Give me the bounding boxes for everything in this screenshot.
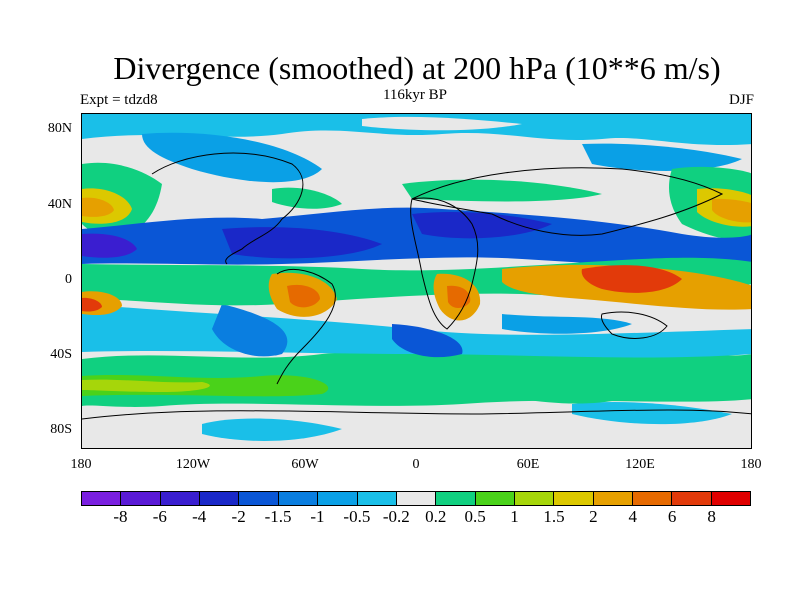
lon-tick-120e: 120E — [625, 457, 655, 472]
antarctic-green — [522, 387, 622, 404]
lat-tick-0: 0 — [65, 272, 72, 287]
colorbar-label: -8 — [113, 507, 128, 526]
colorbar-swatch — [633, 492, 673, 505]
west-pacific-orange — [712, 198, 751, 223]
map-canvas — [82, 114, 751, 448]
north-pacific-orange — [82, 197, 114, 217]
colorbar-swatch — [121, 492, 161, 505]
season-label: DJF — [728, 92, 754, 108]
east-pacific-red — [82, 297, 102, 312]
canada-blue — [142, 132, 322, 183]
lon-tick-0: 0 — [412, 457, 420, 472]
east-pacific-purple — [82, 233, 137, 258]
tropical-atlantic-purple — [222, 227, 382, 259]
colorbar-label: -0.5 — [343, 507, 371, 526]
lat-tick-40n: 40N — [47, 197, 72, 212]
colorbar-label: 6 — [667, 507, 677, 526]
divergence-map — [81, 113, 752, 449]
experiment-label: Expt = tdzd8 — [80, 92, 158, 108]
colorbar-swatch — [357, 492, 397, 505]
colorbar-label: -2 — [231, 507, 246, 526]
indian-ocean-dark — [412, 212, 552, 239]
colorbar-swatch — [239, 492, 279, 505]
plot-title: Divergence (smoothed) at 200 hPa (10**6 … — [113, 50, 721, 86]
south-indian-blue — [502, 314, 632, 334]
period-label: 116kyr BP — [382, 87, 448, 103]
colorbar-swatch — [436, 492, 476, 505]
colorbar-label: -1 — [310, 507, 325, 526]
colorbar-swatch — [200, 492, 240, 505]
colorbar-label: 8 — [707, 507, 716, 526]
south-pacific-blue — [212, 304, 288, 357]
lon-tick-60w: 60W — [291, 457, 319, 472]
colorbar-swatch — [475, 492, 515, 505]
siberia-blue — [582, 143, 742, 171]
colorbar-swatch — [711, 492, 751, 505]
colorbar-swatch — [514, 492, 555, 505]
colorbar-label: 0.5 — [464, 507, 486, 526]
south-atlantic-blue — [392, 324, 463, 358]
lon-tick-60e: 60E — [516, 457, 540, 472]
colorbar-swatch — [318, 492, 358, 505]
atlantic-green — [272, 187, 342, 209]
southern-yellow-patch — [82, 379, 210, 392]
colorbar-swatch — [396, 492, 437, 505]
colorbar-label: 0.2 — [425, 507, 447, 526]
colorbar-label: 1.5 — [543, 507, 565, 526]
colorbar-swatch — [554, 492, 594, 505]
colorbar-label: -0.2 — [382, 507, 410, 526]
antarctic-blue-2 — [572, 402, 732, 425]
colorbar-label: -6 — [152, 507, 167, 526]
maritime-continent-red — [581, 265, 682, 293]
colorbar-label: 1 — [510, 507, 519, 526]
lon-tick-180w: 180 — [70, 457, 92, 472]
lat-tick-80n: 80N — [47, 121, 72, 136]
coastlines — [82, 152, 751, 420]
colorbar-label: 2 — [589, 507, 598, 526]
colorbar-label: -4 — [192, 507, 207, 526]
lat-tick-80s: 80S — [50, 422, 72, 437]
lat-tick-40s: 40S — [50, 347, 72, 362]
colorbar-swatch — [593, 492, 634, 505]
arctic-neutral — [362, 116, 522, 131]
colorbar-swatch — [672, 492, 712, 505]
colorbar — [81, 491, 751, 506]
lon-tick-180e: 180 — [740, 457, 762, 472]
south-america-red — [287, 284, 320, 308]
lon-tick-120w: 120W — [175, 457, 211, 472]
colorbar-label: 4 — [628, 507, 638, 526]
colorbar-swatch — [82, 492, 122, 505]
eurasia-green — [402, 179, 602, 202]
africa-red — [447, 285, 471, 308]
colorbar-swatch — [278, 492, 319, 505]
colorbar-swatch — [160, 492, 201, 505]
antarctic-blue — [202, 418, 342, 441]
colorbar-label: -1.5 — [264, 507, 292, 526]
